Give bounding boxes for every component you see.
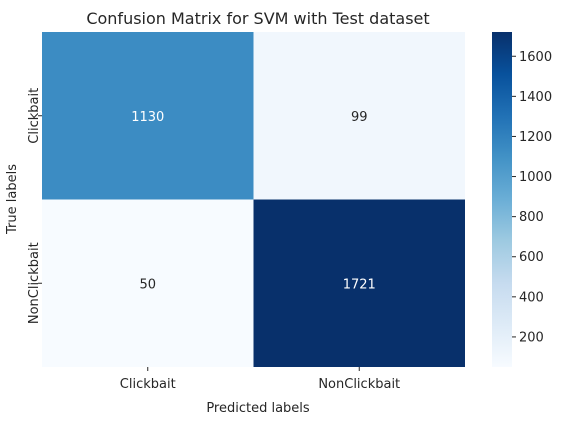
heatmap-cell xyxy=(42,32,254,200)
heatmap-cell xyxy=(42,199,254,367)
cell-value-label: 99 xyxy=(351,110,368,125)
heatmap-cells: 1130 99 50 1721 xyxy=(42,32,465,367)
colorbar-tick-label: 1400 xyxy=(519,90,552,105)
colorbar-ticks: 200 400 600 800 1000 1200 1400 1600 xyxy=(512,50,552,345)
colorbar-tick-label: 800 xyxy=(519,210,544,225)
heatmap-cell xyxy=(253,199,465,367)
cell-value-label: 1130 xyxy=(131,110,164,125)
chart-title: Confusion Matrix for SVM with Test datas… xyxy=(86,9,429,28)
heatmap-cell xyxy=(253,32,465,200)
colorbar-tick-label: 600 xyxy=(519,250,544,265)
colorbar-tick-label: 1600 xyxy=(519,50,552,65)
colorbar-tick-label: 1000 xyxy=(519,170,552,185)
colorbar-tick-label: 200 xyxy=(519,330,544,345)
y-axis-label: True labels xyxy=(5,164,20,235)
colorbar xyxy=(492,32,512,367)
x-tick-label: NonClickbait xyxy=(318,377,400,392)
x-axis-ticks: Clickbait NonClickbait xyxy=(120,367,400,392)
y-tick-label: NonClickbait xyxy=(27,242,42,324)
x-axis-label: Predicted labels xyxy=(206,401,310,416)
cell-value-label: 1721 xyxy=(343,277,376,292)
y-axis-ticks: Clickbait NonClickbait xyxy=(27,88,42,324)
y-tick-label: Clickbait xyxy=(27,88,42,144)
x-tick-label: Clickbait xyxy=(120,377,176,392)
colorbar-tick-label: 400 xyxy=(519,290,544,305)
colorbar-tick-label: 1200 xyxy=(519,130,552,145)
cell-value-label: 50 xyxy=(139,277,156,292)
